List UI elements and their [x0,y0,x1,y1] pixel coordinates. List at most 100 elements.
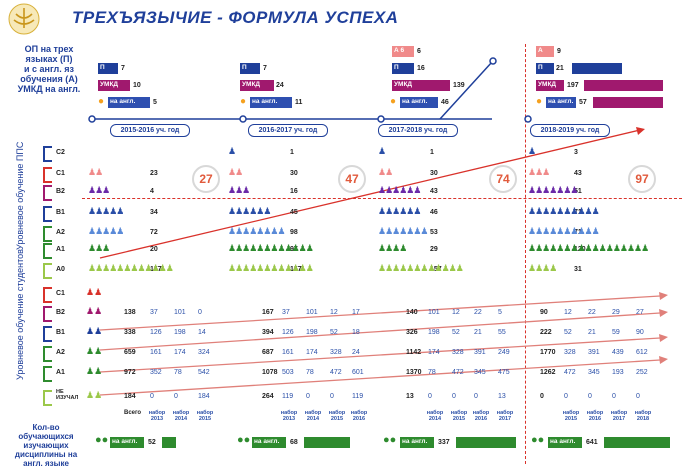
y3-p-bar: П [392,63,414,74]
student-level-bracket [43,366,52,382]
intake-header: набор 2015 [450,410,468,422]
y1-students-eng-tail [162,437,176,448]
y3-students-eng-value: 337 [438,439,450,446]
student-cell: 161 [150,349,162,356]
student-cell: 0 [474,393,478,400]
pps-level-bracket [43,243,52,259]
student-level-bracket [43,390,52,406]
student-level-label: C1 [56,290,65,297]
y3-umkd-value: 139 [453,82,465,89]
student-cell: 391 [588,349,600,356]
student-cell: 90 [636,329,644,336]
pps-value: 4 [150,188,154,195]
y3-total-circle: 74 [489,165,517,193]
pps-value: 3 [574,149,578,156]
y2-students-icon: ●● [237,434,251,446]
student-cell: 198 [306,329,318,336]
pps-level-c1: C1 [56,170,65,177]
y4-students-eng-tail [604,437,670,448]
y3-students-eng-bar: на англ. [400,437,434,448]
pps-value: 71 [574,209,582,216]
intake-header: набор 2018 [634,410,652,422]
student-total: 140 [406,309,418,316]
intake-header: набор 2017 [610,410,628,422]
pps-value: 31 [574,266,582,273]
student-cell: 0 [330,393,334,400]
y4-students-icon: ●● [531,434,545,446]
student-total: 13 [406,393,414,400]
y3-students-eng-tail [456,437,516,448]
pps-value: 71 [574,229,582,236]
student-cell: 52 [330,329,338,336]
left-header-line: ОП на трех [24,44,74,54]
student-cell: 0 [452,393,456,400]
pps-value: 72 [150,229,158,236]
student-cell: 119 [352,393,364,400]
pps-level-bracket [43,146,52,162]
y2-eng-bar: на англ. [250,97,292,108]
people-icon: ♟♟♟♟♟♟♟ [528,185,578,195]
student-cell: 475 [498,369,510,376]
pps-level-b2: B2 [56,188,65,195]
intake-header: набор 2014 [426,410,444,422]
intake-header: набор 2017 [496,410,514,422]
intake-header: набор 2013 [148,410,166,422]
count-label: Кол-во обучающихся изучающих дисциплины … [6,423,86,468]
people-icon: ♟♟♟♟♟♟ [378,185,421,195]
y2-year-label: 2016-2017 уч. год [248,124,328,137]
count-label-line: дисциплины на [14,450,78,459]
pps-value: 157 [290,266,302,273]
student-cell: 612 [636,349,648,356]
student-cell: 198 [174,329,186,336]
people-icon: ♟♟♟♟♟♟ [378,206,421,216]
people-icon: ♟♟♟♟♟♟♟♟♟♟♟♟ [88,263,174,273]
intake-header: набор 2015 [196,410,214,422]
people-icon: ♟♟ [86,390,103,400]
student-cell: 174 [428,349,440,356]
y1-p-value: 7 [121,65,125,72]
student-total: 1770 [540,349,556,356]
people-icon: ♟♟♟ [228,185,250,195]
pps-value: 29 [430,246,438,253]
pps-value: 97 [290,246,298,253]
y2-umkd-bar: УМКД [240,80,274,91]
student-cell: 391 [474,349,486,356]
student-cell: 252 [636,369,648,376]
people-icon: ♟♟ [228,167,243,177]
pps-level-a0: A0 [56,266,65,273]
y1-eng-value: 5 [153,99,157,106]
people-icon: ♟♟ [86,326,103,336]
y4-umkd-value: 197 [567,82,579,89]
intake-header: набор 2014 [304,410,322,422]
student-cell: 119 [282,393,294,400]
people-icon: ♟♟♟ [528,167,550,177]
student-level-label: НЕ ИЗУЧАЛ [56,389,79,401]
student-cell: 27 [636,309,644,316]
people-icon: ♟♟ [378,167,393,177]
y4-students-eng-value: 641 [586,439,598,446]
pps-value: 20 [150,246,158,253]
student-level-bracket [43,346,52,362]
student-cell: 542 [198,369,210,376]
vsego-header: Всего [124,410,142,416]
y4-year-label: 2018-2019 уч. год [530,124,610,137]
student-cell: 472 [452,369,464,376]
student-cell: 21 [588,329,596,336]
student-cell: 0 [612,393,616,400]
y3-p-value: 16 [417,65,425,72]
y4-p-extra [572,63,622,74]
student-total: 1142 [406,349,422,356]
people-icon: ♟♟♟♟♟ [88,226,124,236]
student-cell: 0 [636,393,640,400]
student-total: 167 [262,309,274,316]
y4-eng-bar: на англ. [546,97,576,108]
student-cell: 328 [564,349,576,356]
y2-students-eng-value: 68 [290,439,298,446]
pps-level-a1: A1 [56,246,65,253]
student-cell: 439 [612,349,624,356]
student-cell: 78 [174,369,182,376]
y4-eng-extra [593,97,663,108]
student-cell: 55 [498,329,506,336]
student-cell: 0 [174,393,178,400]
